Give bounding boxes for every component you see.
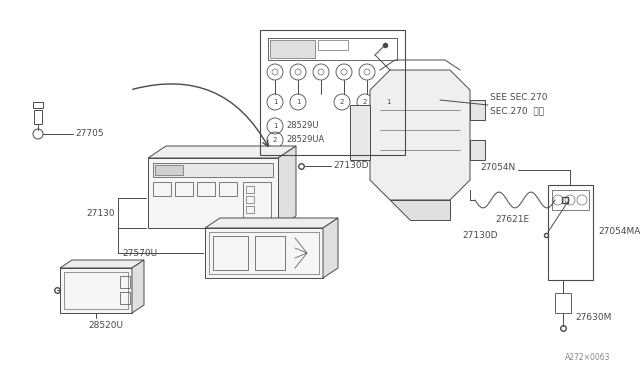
Polygon shape (60, 260, 144, 268)
Polygon shape (205, 218, 338, 228)
Text: 2: 2 (363, 99, 367, 105)
Text: 1: 1 (386, 99, 390, 105)
Bar (153, 163, 273, 177)
Bar (219, 182, 237, 196)
Text: 1: 1 (273, 99, 277, 105)
Bar (270, 40, 315, 58)
Polygon shape (390, 200, 450, 220)
Polygon shape (350, 105, 370, 160)
Text: SEE SEC.270: SEE SEC.270 (490, 93, 547, 102)
Text: 27130D: 27130D (463, 231, 498, 240)
Text: A272×0063: A272×0063 (565, 353, 611, 362)
Polygon shape (148, 146, 296, 158)
Text: 28529UA: 28529UA (286, 135, 324, 144)
Bar (243, 182, 271, 218)
Bar (155, 165, 183, 175)
Bar (548, 185, 593, 280)
Bar (197, 182, 215, 196)
Bar (255, 236, 285, 270)
Bar (318, 40, 348, 50)
Text: 27054N: 27054N (481, 163, 516, 171)
Bar (175, 182, 193, 196)
Text: 28520U: 28520U (88, 321, 123, 330)
Bar (213, 236, 248, 270)
Bar (470, 140, 485, 160)
Bar (64, 272, 128, 309)
Text: 1: 1 (296, 99, 300, 105)
Text: 27630M: 27630M (575, 314, 611, 323)
Text: SEC.270  参図: SEC.270 参図 (490, 106, 544, 115)
Bar (260, 30, 405, 155)
Text: 27054MA: 27054MA (598, 228, 640, 237)
Text: 2: 2 (340, 99, 344, 105)
Text: 1: 1 (273, 123, 277, 129)
Text: 27705: 27705 (75, 129, 104, 138)
Bar (33, 102, 43, 108)
Bar (120, 292, 130, 304)
Bar (555, 293, 571, 313)
Polygon shape (132, 260, 144, 313)
Bar (246, 186, 254, 193)
Bar (205, 228, 323, 278)
Text: 27130D: 27130D (333, 161, 369, 170)
Text: 27621E: 27621E (495, 215, 529, 224)
FancyArrowPatch shape (132, 84, 268, 146)
Text: 2: 2 (273, 137, 277, 143)
Text: 28529U: 28529U (286, 122, 319, 131)
Bar (552, 190, 589, 210)
Polygon shape (370, 70, 470, 200)
Polygon shape (323, 218, 338, 278)
Bar (120, 276, 130, 288)
Bar (153, 182, 171, 196)
Bar (60, 268, 132, 313)
Bar (209, 232, 319, 274)
Bar (268, 38, 397, 60)
Bar (470, 100, 485, 120)
Text: 27570U: 27570U (122, 248, 157, 257)
Text: 27130: 27130 (86, 208, 115, 218)
Bar (148, 158, 278, 228)
Polygon shape (278, 146, 296, 228)
Bar (246, 206, 254, 213)
Bar (246, 196, 254, 203)
Bar (34, 110, 42, 124)
